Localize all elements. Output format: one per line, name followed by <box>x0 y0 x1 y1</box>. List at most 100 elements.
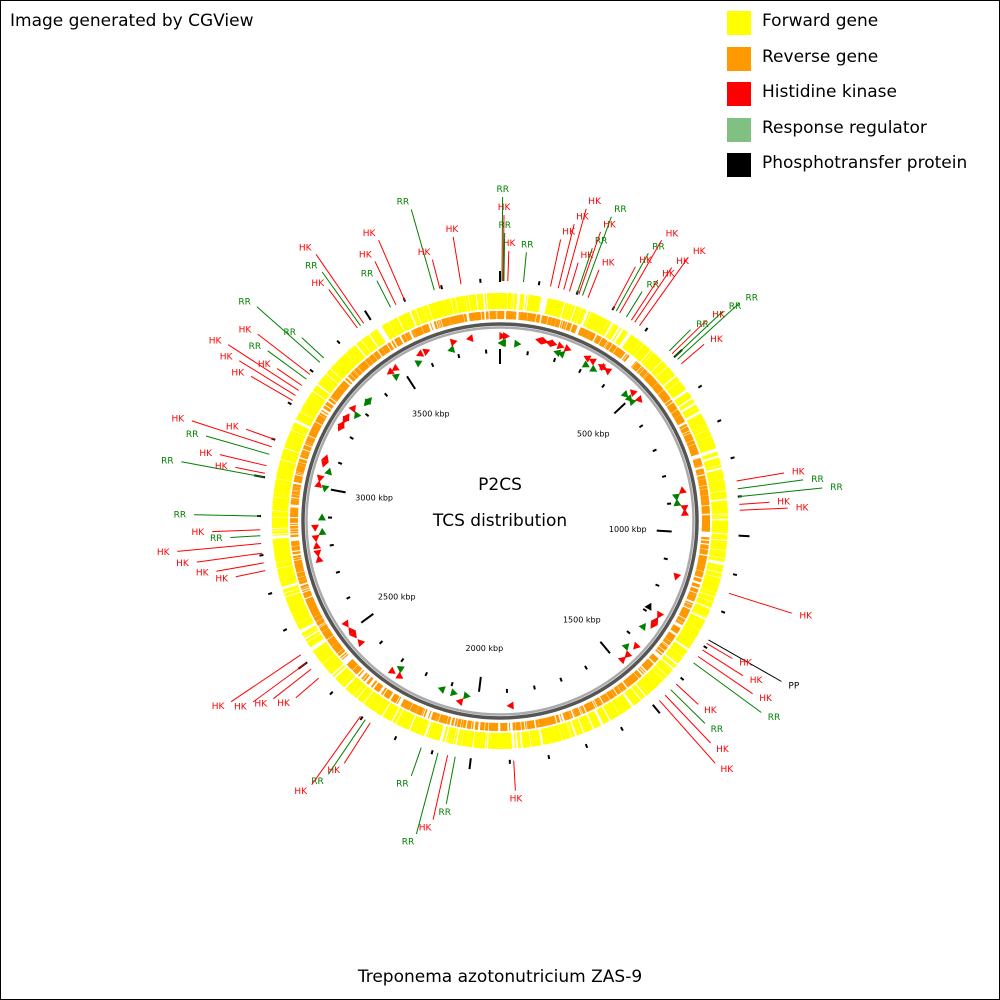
forward-gene-mark <box>710 541 727 547</box>
tcs-arrow-hk <box>633 641 641 650</box>
reverse-gene-mark <box>619 351 626 360</box>
forward-gene-mark <box>363 336 376 352</box>
forward-gene-mark <box>453 728 459 745</box>
reverse-gene-mark <box>338 384 347 392</box>
tick-mark <box>406 375 416 390</box>
forward-gene-mark <box>432 723 440 740</box>
forward-gene-mark <box>708 477 725 483</box>
reverse-gene-mark <box>617 684 624 693</box>
forward-gene-mark <box>521 731 526 748</box>
reverse-gene-mark <box>671 625 680 632</box>
reverse-gene-mark <box>292 486 301 490</box>
reverse-gene-mark <box>311 426 320 433</box>
reverse-gene-mark <box>551 715 555 724</box>
reverse-gene-mark <box>664 635 674 643</box>
reverse-gene-mark <box>674 414 683 421</box>
forward-gene-mark <box>328 661 343 674</box>
forward-gene-mark <box>322 653 337 667</box>
reverse-gene-mark <box>369 355 376 363</box>
reverse-gene-mark <box>521 721 525 730</box>
reverse-gene-mark <box>370 680 377 688</box>
reverse-gene-mark <box>331 641 339 648</box>
forward-gene-mark <box>420 306 428 323</box>
reverse-gene-mark <box>310 428 319 435</box>
reverse-gene-mark <box>416 327 421 336</box>
forward-gene-mark <box>326 371 340 384</box>
reverse-gene-mark <box>690 452 699 457</box>
callout-line <box>728 592 792 614</box>
reverse-gene-mark <box>291 497 300 501</box>
forward-gene-mark <box>413 309 422 325</box>
reverse-gene-mark <box>343 380 350 387</box>
tcs-arrow-hk <box>549 339 558 347</box>
forward-gene-mark <box>636 682 648 696</box>
forward-gene-mark <box>281 452 298 460</box>
forward-gene-mark <box>690 420 706 431</box>
callout-line <box>670 689 706 724</box>
callout-line <box>235 466 265 474</box>
forward-gene-mark <box>589 314 599 330</box>
callout-line <box>674 310 724 357</box>
tcs-arrow-hk <box>535 336 543 345</box>
reverse-gene-mark <box>332 392 341 400</box>
tick-mark <box>430 362 435 368</box>
reverse-gene-mark <box>315 417 325 424</box>
reverse-gene-mark <box>293 483 302 487</box>
forward-gene-mark <box>354 684 367 699</box>
tick-mark <box>335 570 341 574</box>
callout-line <box>677 302 740 360</box>
forward-gene-mark <box>628 687 641 703</box>
tcs-arrow-rr <box>317 513 326 521</box>
backbone-outer-circle <box>301 322 699 720</box>
forward-gene-mark <box>545 727 552 744</box>
callout-label-hk: HK <box>792 468 806 478</box>
reverse-gene-mark <box>617 350 624 358</box>
forward-gene-mark <box>308 636 324 647</box>
callout-label-rr: RR <box>311 777 324 787</box>
forward-gene-mark <box>530 730 536 747</box>
forward-gene-mark <box>692 426 708 435</box>
forward-gene-mark <box>345 676 358 691</box>
forward-gene-mark <box>425 305 432 321</box>
forward-gene-mark <box>705 571 722 578</box>
reverse-gene-mark <box>697 563 706 567</box>
reverse-gene-mark <box>295 568 304 572</box>
reverse-gene-mark <box>623 354 630 363</box>
tcs-arrow-hk <box>342 413 350 422</box>
callout-label-hk: HK <box>258 360 272 370</box>
tcs-arrow-hk <box>386 367 395 375</box>
reverse-gene-mark <box>331 393 340 401</box>
forward-gene-mark <box>278 464 295 472</box>
forward-gene-mark <box>275 559 293 567</box>
callout-label-rr: RR <box>210 534 223 544</box>
forward-gene-mark <box>281 453 298 462</box>
callout-label-hk: HK <box>676 257 690 267</box>
reverse-gene-mark <box>370 353 378 362</box>
forward-gene-mark <box>701 584 718 592</box>
callout-line <box>639 257 689 326</box>
reverse-gene-mark <box>478 311 482 321</box>
forward-gene-mark <box>581 716 589 732</box>
reverse-gene-mark <box>671 409 679 415</box>
reverse-gene-mark <box>295 566 304 571</box>
forward-gene-mark <box>273 493 290 498</box>
forward-gene-mark <box>280 579 297 586</box>
forward-gene-mark <box>422 306 429 322</box>
tick-mark <box>552 357 557 363</box>
reverse-gene-mark <box>295 468 305 474</box>
tick-mark <box>457 353 461 359</box>
reverse-gene-mark <box>592 700 597 708</box>
legend-swatch-forward-gene <box>727 11 751 35</box>
reverse-gene-mark <box>334 645 343 653</box>
reverse-gene-mark <box>307 435 316 441</box>
reverse-gene-mark <box>612 346 620 355</box>
forward-gene-mark <box>698 592 715 602</box>
forward-gene-mark <box>401 712 411 728</box>
forward-gene-mark <box>481 732 485 749</box>
forward-gene-mark <box>320 651 335 664</box>
reverse-gene-mark <box>457 718 461 727</box>
reverse-gene-mark <box>290 507 299 509</box>
tcs-arrow-hk <box>315 555 324 563</box>
reverse-gene-mark <box>686 440 695 445</box>
reverse-gene-mark <box>446 716 451 725</box>
